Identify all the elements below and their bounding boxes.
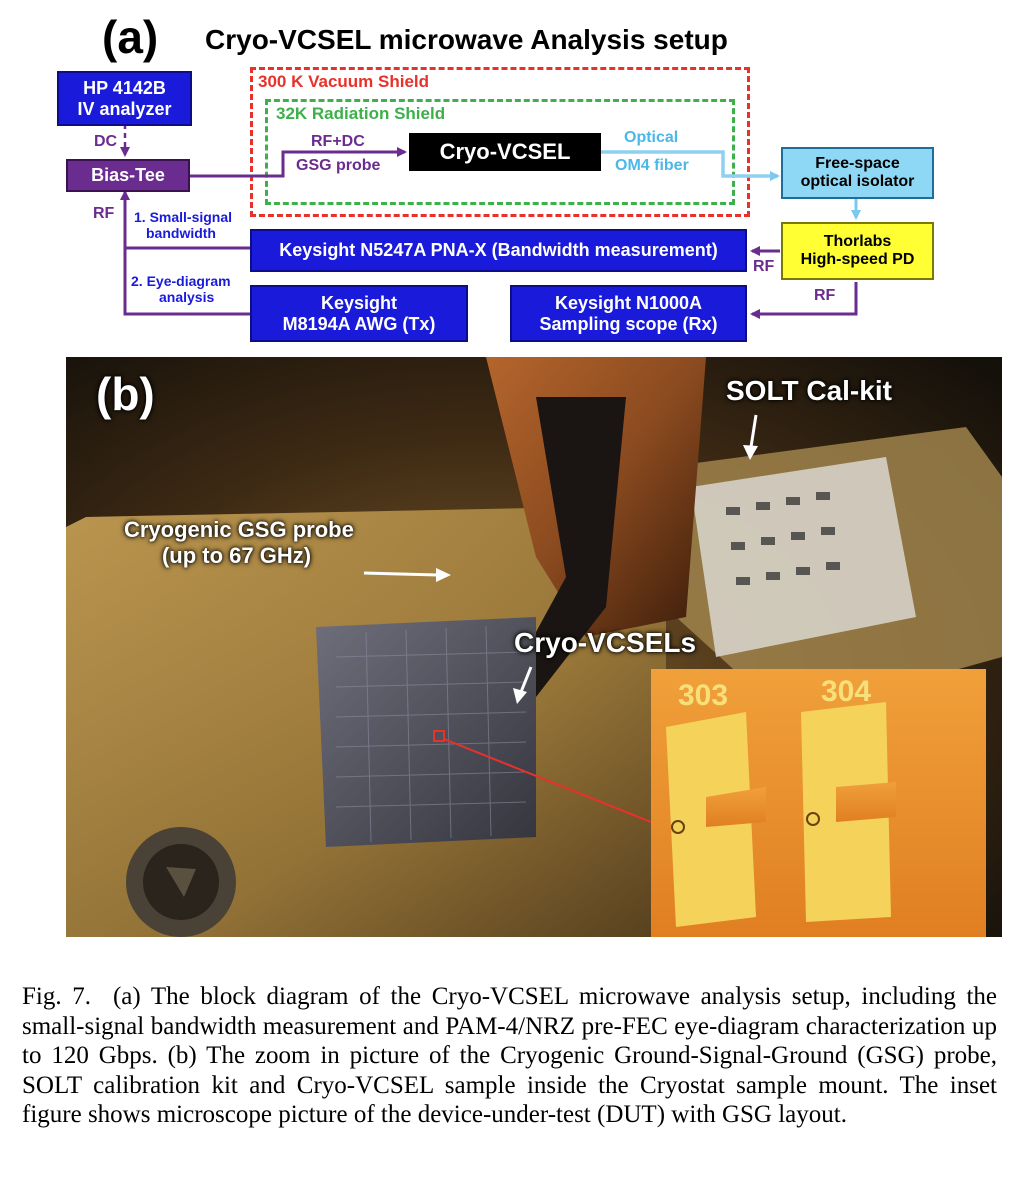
radiation-shield-label: 32K Radiation Shield — [276, 104, 446, 123]
photo-illustration — [66, 357, 1002, 937]
inset-label-304: 304 — [821, 675, 872, 708]
probe-photo-line-2: (up to 67 GHz) — [161, 543, 312, 568]
figure-caption: Fig. 7. (a) The block diagram of the Cryo… — [22, 982, 997, 1130]
hp-line-2: IV analyzer — [77, 98, 172, 119]
small-signal-line-2: bandwidth — [146, 225, 216, 242]
hp-iv-analyzer-box: HP 4142B IV analyzer — [57, 71, 192, 126]
rf-pd-pna-label: RF — [753, 258, 775, 275]
gsg-probe-photo-label: Cryogenic GSG probe (up to 67 GHz) — [124, 517, 354, 569]
pd-line-1: Thorlabs — [823, 232, 892, 250]
solt-label: SOLT Cal-kit — [726, 375, 892, 406]
vacuum-shield-label: 300 K Vacuum Shield — [258, 72, 430, 91]
hp-line-1: HP 4142B — [83, 77, 166, 98]
dut-zoom-line — [443, 738, 652, 823]
vcsel-arrow — [519, 666, 533, 693]
small-signal-line-1: 1. Small-signal — [134, 209, 233, 225]
dc-label: DC — [94, 133, 118, 150]
vcsel-chip — [316, 617, 536, 847]
vacuum-shield-300k — [250, 67, 750, 217]
high-speed-pd-box: Thorlabs High-speed PD — [781, 222, 934, 280]
solt-cal-kit — [691, 457, 916, 657]
eye-line-1: 2. Eye-diagram — [131, 273, 231, 289]
panel-a-label: (a) — [102, 11, 159, 63]
gsg-probe-arm — [506, 397, 626, 697]
dut-inset — [651, 669, 986, 937]
probe-arrow — [363, 571, 439, 577]
diagram-title: Cryo-VCSEL microwave Analysis setup — [205, 24, 728, 55]
scope-line-1: Keysight N1000A — [554, 292, 703, 313]
inset-label-303: 303 — [678, 679, 729, 712]
probe-photo-line-1: Cryogenic GSG probe — [124, 517, 354, 542]
caption-figure-number: Fig. 7. — [22, 983, 91, 1010]
scope-line-2: Sampling scope (Rx) — [539, 313, 718, 334]
isolator-line-2: optical isolator — [800, 173, 915, 190]
isolator-line-1: Free-space — [815, 154, 900, 172]
rf-pd-scope-label: RF — [814, 287, 836, 304]
rf-left-label: RF — [93, 205, 115, 222]
awg-line-1: Keysight — [320, 292, 398, 313]
bias-tee-box: Bias-Tee — [66, 159, 190, 192]
pd-line-2: High-speed PD — [800, 251, 915, 268]
cryo-vcsel-box: Cryo-VCSEL — [409, 133, 601, 171]
eye-diagram-label: 2. Eye-diagram analysis — [131, 273, 231, 305]
small-signal-label: 1. Small-signal bandwidth — [134, 209, 232, 241]
cryo-vcsels-label: Cryo-VCSELs — [514, 627, 697, 658]
caption-text: (a) The block diagram of the Cryo-VCSEL … — [22, 983, 997, 1128]
dut-marker — [433, 730, 445, 742]
optical-isolator-box: Free-space optical isolator — [781, 147, 934, 199]
setup-photograph: (b) SOLT Cal-kit Cryogenic GSG probe (up… — [66, 357, 1002, 937]
chip-grid — [335, 625, 527, 843]
panel-b-label: (b) — [96, 368, 155, 420]
om4-fiber-label: OM4 fiber — [615, 157, 689, 174]
awg-line-2: M8194A AWG (Tx) — [282, 313, 436, 334]
cal-kit-patterns — [726, 492, 840, 585]
eye-line-2: analysis — [159, 289, 215, 306]
rf-dc-label: RF+DC — [311, 133, 365, 150]
gsg-probe-label: GSG probe — [296, 157, 381, 174]
awg-box: Keysight M8194A AWG (Tx) — [250, 285, 468, 342]
block-diagram: (a) Cryo-VCSEL microwave Analysis setup … — [0, 0, 1017, 350]
optical-label: Optical — [624, 129, 679, 146]
pna-x-box: Keysight N5247A PNA-X (Bandwidth measure… — [250, 229, 747, 272]
sampling-scope-box: Keysight N1000A Sampling scope (Rx) — [510, 285, 747, 342]
pd-to-scope-arrow — [750, 282, 858, 319]
solt-arrow — [749, 414, 758, 448]
